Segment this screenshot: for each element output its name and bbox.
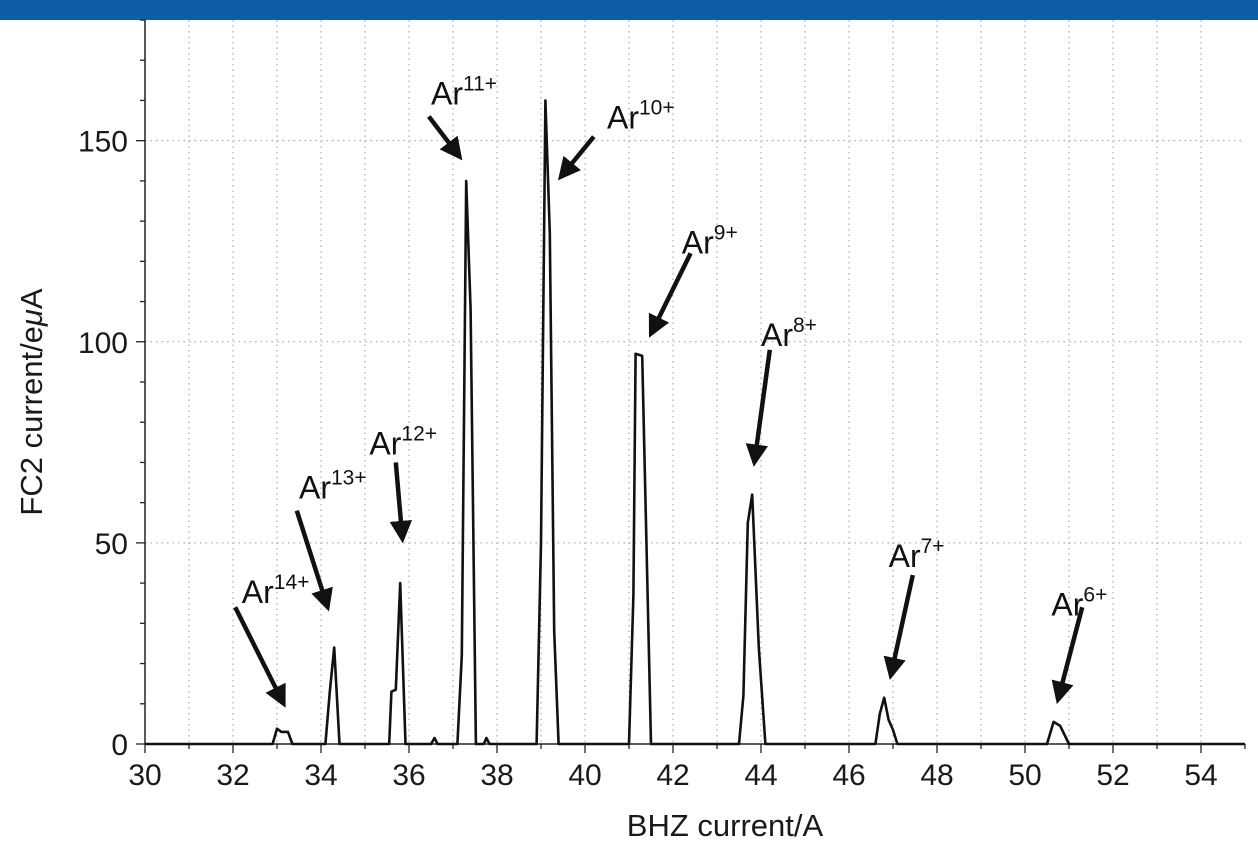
- ion-label: Ar7+: [889, 535, 945, 574]
- y-tick-label: 0: [111, 729, 128, 762]
- annotation-arrow: [294, 510, 333, 612]
- y-axis-title-part-2: μ: [14, 309, 49, 327]
- y-tick-label: 150: [78, 126, 128, 159]
- annotation-arrow: [557, 135, 596, 181]
- ion-label-charge: 8+: [793, 314, 817, 337]
- x-tick-label: 52: [1096, 759, 1129, 792]
- ion-label: Ar14+: [242, 571, 310, 610]
- x-tick-label: 34: [304, 759, 337, 792]
- ion-label-charge: 14+: [274, 571, 310, 594]
- axes: 30 32 34 36 38 40 42 44 46 48 50 52 54 0 50 100 150: [78, 19, 1246, 792]
- ion-label-base: Ar: [682, 224, 714, 260]
- ion-label-base: Ar: [889, 538, 921, 574]
- annotation-arrow: [745, 349, 773, 467]
- x-axis-title: BHZ current/A: [627, 808, 824, 843]
- x-tick-label: 32: [216, 759, 249, 792]
- annotation-arrow: [427, 115, 463, 161]
- ion-label-charge: 9+: [714, 221, 738, 244]
- y-axis-title-part-1: FC2 current/e: [14, 326, 49, 516]
- x-tick-label: 38: [480, 759, 513, 792]
- ion-label-charge: 11+: [463, 72, 497, 95]
- ion-label-charge: 12+: [401, 422, 437, 445]
- ion-label-charge: 13+: [331, 467, 367, 490]
- ion-label: Ar9+: [682, 221, 738, 260]
- ion-label-base: Ar: [431, 75, 463, 111]
- x-tick-label: 42: [656, 759, 689, 792]
- ion-label-base: Ar: [369, 425, 401, 461]
- annotation-arrow: [1051, 606, 1085, 705]
- ion-label-base: Ar: [607, 100, 639, 136]
- x-tick-label: 44: [744, 759, 777, 792]
- annotation-arrow: [883, 574, 915, 681]
- ion-label: Ar13+: [299, 467, 367, 506]
- y-axis-title: FC2 current/eμA: [14, 288, 49, 516]
- ion-label: Ar11+: [431, 72, 497, 111]
- grid: [145, 20, 1245, 744]
- ion-label-base: Ar: [242, 574, 274, 610]
- x-tick-label: 36: [392, 759, 425, 792]
- ion-label-base: Ar: [299, 470, 331, 506]
- ion-label-charge: 10+: [639, 97, 675, 120]
- y-tick-label: 100: [78, 327, 128, 360]
- data-series: [145, 99, 1245, 746]
- ion-label-base: Ar: [761, 317, 793, 353]
- x-tick-label: 50: [1008, 759, 1041, 792]
- annotations: Ar14+Ar13+Ar12+Ar11+Ar10+Ar9+Ar8+Ar7+Ar6…: [233, 72, 1107, 708]
- annotation-arrow: [389, 462, 413, 544]
- x-tick-label: 48: [920, 759, 953, 792]
- y-tick-label: 50: [95, 528, 128, 561]
- ion-label-charge: 6+: [1083, 583, 1107, 606]
- annotation-arrow: [648, 252, 693, 338]
- ion-label: Ar10+: [607, 97, 675, 136]
- x-tick-label: 54: [1184, 759, 1217, 792]
- x-tick-label: 40: [568, 759, 601, 792]
- series-line: [145, 99, 1245, 746]
- x-tick-label: 46: [832, 759, 865, 792]
- y-axis-title-part-3: A: [14, 288, 49, 309]
- ion-label-charge: 7+: [921, 535, 945, 558]
- header-bar: [0, 0, 1258, 20]
- annotation-arrow: [233, 606, 286, 708]
- x-tick-label: 30: [128, 759, 161, 792]
- ion-label: Ar8+: [761, 314, 817, 353]
- ion-label: Ar12+: [369, 422, 437, 461]
